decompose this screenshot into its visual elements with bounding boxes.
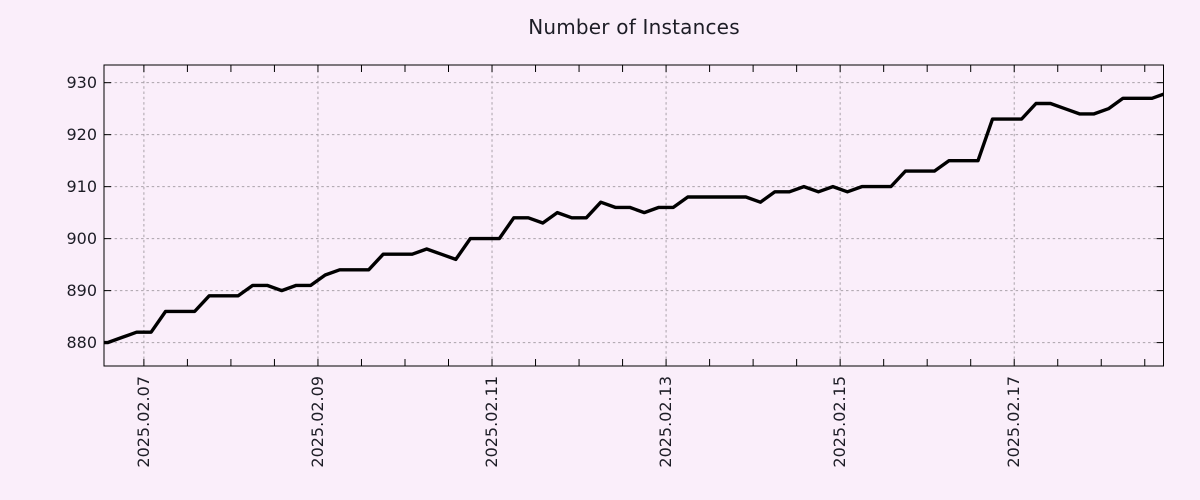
y-tick-label: 900 — [66, 228, 97, 248]
x-tick-label: 2025.02.13 — [656, 376, 676, 468]
y-tick-label: 910 — [66, 176, 97, 196]
series-instances — [104, 92, 1164, 345]
y-tick-label: 930 — [66, 72, 97, 92]
x-tick-label: 2025.02.15 — [830, 376, 850, 468]
y-tick-label: 880 — [66, 332, 97, 352]
y-tick-label: 890 — [66, 280, 97, 300]
x-tick-label: 2025.02.11 — [482, 376, 502, 468]
x-tick-label: 2025.02.09 — [307, 376, 327, 468]
y-tick-label: 920 — [66, 124, 97, 144]
chart-title: Number of Instances — [528, 15, 740, 39]
x-tick-label: 2025.02.17 — [1004, 376, 1024, 468]
x-tick-label: 2025.02.07 — [133, 376, 153, 468]
